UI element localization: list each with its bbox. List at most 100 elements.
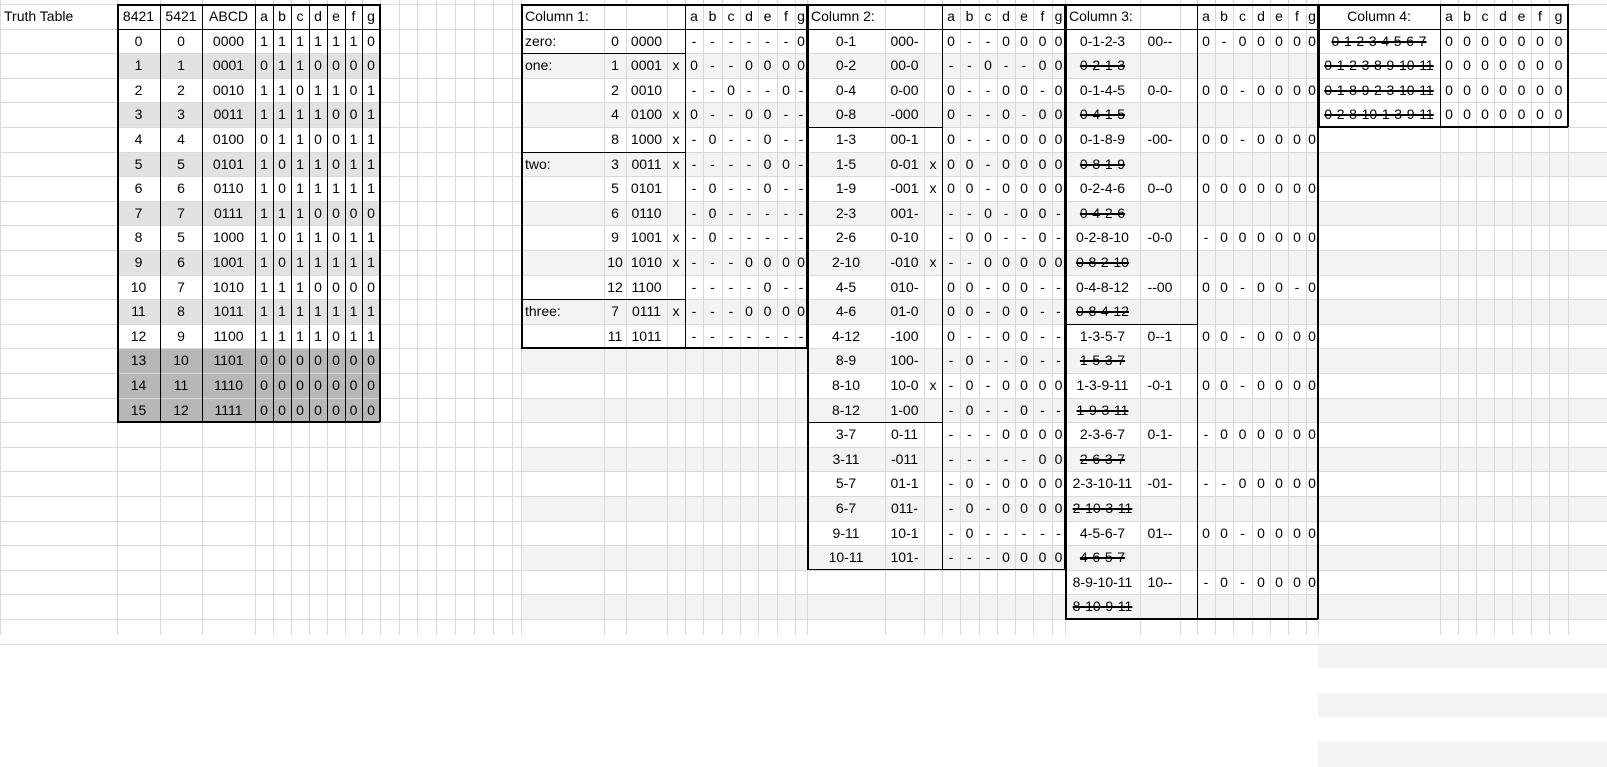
column2-border — [807, 4, 1065, 6]
implicant-binary: -100 — [890, 327, 919, 344]
implicant-octet: 0-1-2-3-4-5-6-7 — [1331, 32, 1427, 49]
segment-cell: 0 — [1257, 229, 1265, 246]
truth-table-cell: 0 — [332, 352, 340, 369]
row-band — [1318, 643, 1607, 669]
segment-cell: - — [783, 131, 789, 147]
row-band — [521, 594, 1318, 619]
truth-table-cell: 0011 — [213, 106, 244, 123]
truth-table-header: 8421 — [122, 8, 155, 24]
truth-table-cell: 1 — [332, 303, 340, 320]
column4-border — [1318, 4, 1320, 127]
implicant-quad: 0-4-1-5 — [1079, 106, 1126, 123]
column1-rule — [685, 4, 686, 349]
segment-cell: - — [728, 278, 734, 295]
segment-cell: - — [1003, 204, 1009, 221]
segment-cell: - — [728, 229, 734, 246]
grid-line — [0, 250, 1607, 251]
truth-table-cell: 0001 — [212, 57, 245, 74]
truth-table-cell: 1 — [278, 303, 286, 320]
implicant-pair: 3-7 — [835, 426, 857, 443]
segment-cell: - — [967, 549, 972, 566]
truth-table-cell: 1 — [278, 278, 286, 295]
segment-cell: - — [710, 32, 715, 49]
segment-cell: - — [746, 180, 752, 197]
grid-line — [493, 0, 494, 635]
segment-header: b — [1220, 8, 1228, 24]
segment-cell: - — [728, 32, 734, 49]
segment-cell: 0 — [1257, 327, 1265, 344]
truth-table-cell: 1 — [296, 204, 304, 221]
segment-cell: 0 — [1445, 32, 1453, 49]
column3-border — [1065, 4, 1318, 6]
segment-cell: - — [1056, 524, 1061, 541]
segment-cell: - — [1056, 229, 1061, 246]
segment-cell: 0 — [1554, 106, 1563, 123]
implicant-binary: 100- — [890, 352, 919, 369]
truth-table-cell: 0 — [349, 81, 358, 98]
segment-cell: 0 — [1220, 327, 1228, 344]
truth-table-header: d — [314, 8, 322, 24]
truth-table-cell: 0 — [296, 377, 304, 393]
segment-cell: 0 — [1002, 254, 1010, 270]
segment-cell: 0 — [708, 229, 717, 246]
segment-cell: 0 — [947, 327, 955, 344]
implicant-pair: 2-3 — [835, 204, 857, 221]
truth-table-cell: 0 — [260, 131, 268, 147]
minterm-binary: 0100 — [630, 106, 663, 123]
column1-title: Column 1: — [525, 8, 589, 24]
truth-table-cell: 1 — [314, 106, 322, 123]
segment-cell: - — [985, 131, 991, 147]
truth-table-cell: 0 — [367, 401, 375, 418]
segment-header: b — [965, 8, 974, 24]
grid-line — [436, 0, 437, 635]
truth-table-cell: 0 — [332, 229, 340, 246]
truth-table-cell: 0 — [296, 81, 304, 98]
implicant-quad: 0-8-1-9 — [1079, 155, 1126, 172]
truth-table-cell: 0 — [332, 106, 340, 123]
segment-cell: 0 — [1275, 377, 1283, 393]
segment-cell: 0 — [763, 106, 772, 123]
segment-cell: 0 — [1054, 426, 1063, 443]
segment-cell: 0 — [1554, 57, 1563, 74]
segment-cell: 0 — [984, 229, 992, 246]
implicant-quad: 4-6-5-7 — [1079, 549, 1126, 566]
segment-cell: - — [710, 278, 715, 295]
segment-cell: - — [1203, 229, 1209, 246]
segment-cell: - — [691, 32, 697, 49]
implicant-binary: 0-11 — [891, 426, 918, 443]
column3-group-rule — [1065, 323, 1197, 325]
segment-cell: 0 — [1054, 81, 1063, 98]
segment-cell: 0 — [1002, 106, 1010, 123]
grid-line — [1252, 0, 1253, 635]
grid-line — [0, 102, 1607, 104]
truth-table-cell: 1 — [260, 204, 268, 221]
segment-cell: - — [985, 377, 991, 393]
truth-table-cell: 7 — [134, 204, 143, 221]
segment-cell: - — [948, 524, 954, 541]
segment-cell: - — [1056, 327, 1061, 344]
truth-table-header: ABCD — [209, 8, 248, 24]
segment-cell: - — [1240, 131, 1245, 147]
combined-mark: x — [929, 377, 937, 393]
truth-table-cell: 7 — [177, 204, 185, 221]
combined-mark: x — [672, 229, 680, 246]
truth-table-cell: 0 — [349, 278, 358, 295]
grid-line — [0, 299, 1607, 301]
truth-table-cell: 0 — [296, 352, 304, 369]
truth-table-cell: 1 — [367, 254, 375, 270]
grid-line — [960, 0, 961, 635]
grid-line — [512, 0, 513, 635]
segment-cell: 0 — [1220, 426, 1228, 443]
implicant-binary: 10-- — [1147, 573, 1173, 590]
truth-table-cell: 14 — [130, 377, 147, 393]
truth-table-cell: 1 — [314, 327, 322, 344]
segment-cell: 0 — [1020, 500, 1028, 516]
grid-line — [0, 422, 1607, 424]
segment-cell: 0 — [797, 254, 805, 270]
segment-cell: - — [967, 81, 972, 98]
segment-cell: 0 — [1202, 327, 1210, 344]
truth-table-label: Truth Table — [4, 8, 74, 24]
column1-group-rule — [521, 299, 685, 301]
segment-cell: 0 — [1463, 32, 1471, 49]
